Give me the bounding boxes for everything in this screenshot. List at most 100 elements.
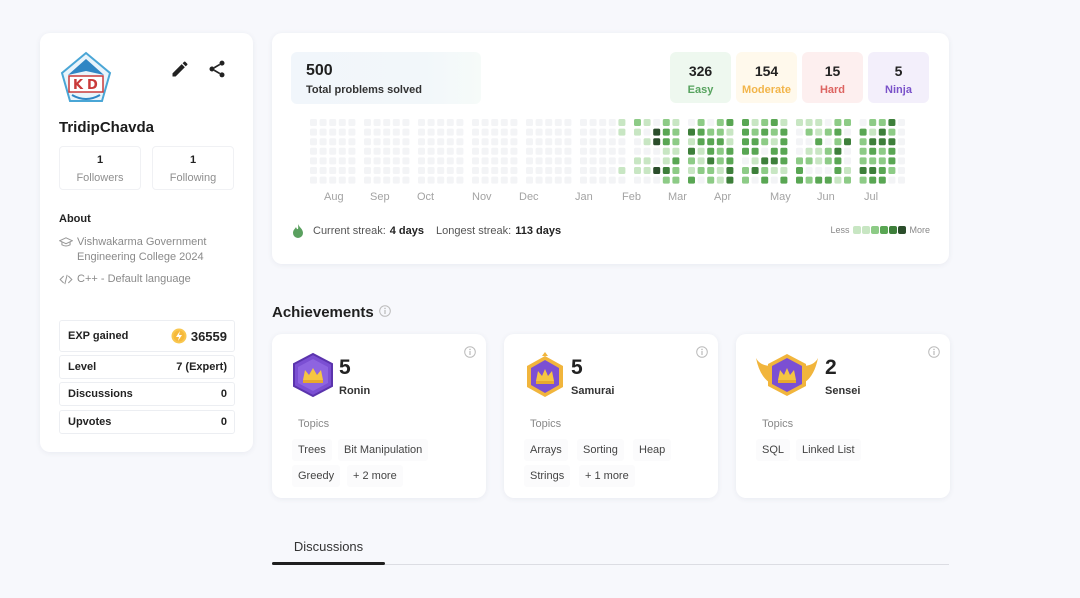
topic-chip[interactable]: Arrays xyxy=(524,439,568,461)
longest-streak-value: 113 days xyxy=(515,225,562,237)
topic-chip-more[interactable]: + 1 more xyxy=(579,465,635,487)
heatmap-cell xyxy=(707,147,715,155)
topic-chip[interactable]: Sorting xyxy=(577,439,624,461)
heatmap-cell xyxy=(481,157,489,165)
heatmap-cell xyxy=(716,119,724,126)
heatmap-legend: Less More xyxy=(830,225,930,235)
heatmap-cell xyxy=(643,138,651,146)
difficulty-hard: 15 Hard xyxy=(802,52,863,103)
heatmap-cell xyxy=(751,167,759,174)
longest-streak-label: Longest streak: xyxy=(436,225,512,237)
month-label: Aug xyxy=(324,191,344,203)
lightning-coin-icon xyxy=(171,328,187,344)
heatmap-cell xyxy=(869,128,877,136)
heatmap-cell xyxy=(751,119,759,126)
heatmap-cell xyxy=(545,157,553,165)
topic-chip[interactable]: Strings xyxy=(524,465,571,487)
info-icon[interactable] xyxy=(928,346,940,358)
heatmap-cell xyxy=(418,157,425,165)
heatmap-cell xyxy=(844,157,851,165)
heatmap-cell xyxy=(456,157,464,165)
heatmap-cell xyxy=(672,167,680,174)
heatmap-cell xyxy=(608,119,616,126)
info-icon[interactable] xyxy=(379,305,391,317)
heatmap-cell xyxy=(564,138,572,146)
heatmap-cell xyxy=(888,119,896,126)
heatmap-cell xyxy=(580,138,587,146)
heatmap-cell xyxy=(402,128,410,136)
heatmap-cell xyxy=(878,138,886,146)
sensei-count: 2 xyxy=(825,356,837,379)
heatmap-cell xyxy=(383,167,391,174)
total-solved-box: 500 Total problems solved xyxy=(291,52,481,104)
heatmap-cell xyxy=(796,119,803,126)
topic-chip[interactable]: Trees xyxy=(292,439,332,461)
heatmap-cell xyxy=(662,176,670,184)
heatmap-cell xyxy=(472,128,479,136)
heatmap-cell xyxy=(310,128,317,136)
heatmap-cell xyxy=(526,119,533,126)
heatmap-cell xyxy=(392,138,400,146)
heatmap-cell xyxy=(643,176,651,184)
pencil-icon[interactable] xyxy=(170,59,190,79)
topic-chip[interactable]: Bit Manipulation xyxy=(338,439,429,461)
legend-less: Less xyxy=(830,225,850,235)
heatmap-cell xyxy=(338,138,346,146)
heatmap-cell xyxy=(844,119,851,126)
heatmap-cell xyxy=(672,157,680,165)
heatmap-cell xyxy=(653,176,661,184)
heatmap-cell xyxy=(510,128,518,136)
topic-chip[interactable]: Heap xyxy=(633,439,672,461)
heatmap-cell xyxy=(697,176,705,184)
heatmap-cell xyxy=(834,176,842,184)
heatmap-cell xyxy=(437,167,445,174)
heatmap-cell xyxy=(472,119,479,126)
heatmap-cell xyxy=(869,138,877,146)
heatmap-cell xyxy=(716,128,724,136)
heatmap-cell xyxy=(815,157,823,165)
heatmap-cell xyxy=(742,157,749,165)
topic-chip[interactable]: SQL xyxy=(756,439,791,461)
heatmap-cell xyxy=(383,138,391,146)
tab-discussions[interactable]: Discussions xyxy=(293,539,364,554)
samurai-badge-icon xyxy=(527,352,563,397)
heatmap-cell xyxy=(608,167,616,174)
heatmap-cell xyxy=(707,119,715,126)
heatmap-cell xyxy=(780,138,788,146)
heatmap-cell xyxy=(364,138,371,146)
heatmap-cell xyxy=(824,128,832,136)
ronin-badge-icon xyxy=(293,352,333,398)
heatmap-cell xyxy=(742,167,749,174)
heatmap-cell xyxy=(697,147,705,155)
following-box[interactable]: 1 Following xyxy=(152,146,234,190)
heatmap-cell xyxy=(500,119,508,126)
stat-upvotes: Upvotes 0 xyxy=(59,410,235,434)
heatmap-cell xyxy=(472,138,479,146)
topics-label: Topics xyxy=(298,418,330,430)
heatmap-cell xyxy=(653,147,661,155)
info-icon[interactable] xyxy=(464,346,476,358)
heatmap-cell xyxy=(589,138,597,146)
info-icon[interactable] xyxy=(696,346,708,358)
heatmap-cell xyxy=(554,176,562,184)
heatmap-cell xyxy=(634,157,641,165)
graduation-cap-icon xyxy=(59,237,73,247)
heatmap-cell xyxy=(869,157,877,165)
heatmap-cell xyxy=(383,128,391,136)
topic-chip[interactable]: Linked List xyxy=(796,439,861,461)
heatmap-cell xyxy=(589,167,597,174)
heatmap-cell xyxy=(446,176,454,184)
heatmap-cell xyxy=(510,157,518,165)
heatmap-cell xyxy=(472,167,479,174)
heatmap-cell xyxy=(834,157,842,165)
topic-chip-more[interactable]: + 2 more xyxy=(347,465,403,487)
heatmap-cell xyxy=(662,128,670,136)
heatmap-cell xyxy=(662,119,670,126)
heatmap-cell xyxy=(338,119,346,126)
heatmap-cell xyxy=(672,128,680,136)
share-icon[interactable] xyxy=(207,59,227,79)
heatmap-cell xyxy=(564,147,572,155)
topic-chip[interactable]: Greedy xyxy=(292,465,341,487)
heatmap-cell xyxy=(888,138,896,146)
followers-box[interactable]: 1 Followers xyxy=(59,146,141,190)
